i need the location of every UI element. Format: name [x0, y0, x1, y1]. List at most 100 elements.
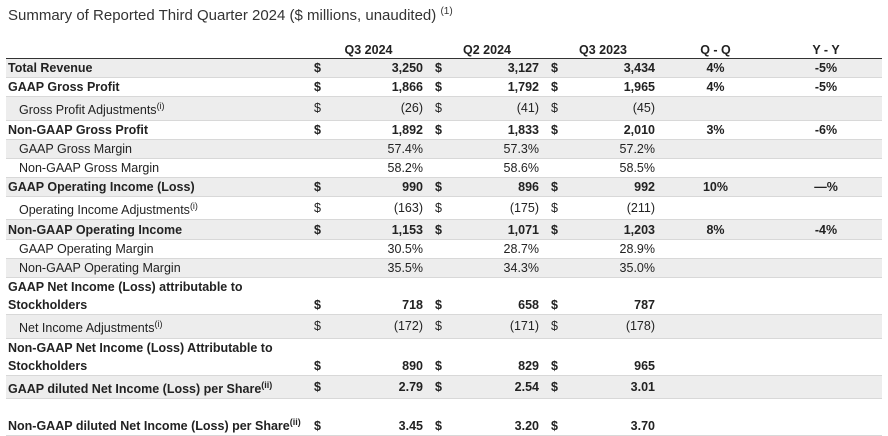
row-label-text: Non-GAAP Gross Margin [19, 161, 160, 175]
row-label: Non-GAAP Gross Profit [6, 120, 308, 140]
row-label: Non-GAAP Operating Margin [6, 258, 308, 279]
value-cell: 28.9% [567, 239, 661, 259]
value-cell: 35.5% [333, 258, 429, 279]
currency-symbol: $ [429, 314, 451, 339]
row-label: GAAP Operating Margin [6, 239, 308, 259]
value-cell: 30.5% [333, 239, 429, 259]
value-cell: (172) [333, 314, 429, 339]
y-y-change-cell: -5% [770, 77, 882, 98]
header-label-spacer [6, 40, 308, 59]
value-cell: 1,071 [451, 219, 545, 240]
currency-symbol [308, 258, 333, 279]
value-cell: 58.5% [567, 158, 661, 179]
q-q-change-cell [661, 258, 770, 279]
value-cell: 3,434 [567, 58, 661, 79]
value-cell: 990 [333, 177, 429, 198]
value-cell: 1,792 [451, 77, 545, 98]
row-footnote: (ii) [261, 379, 273, 390]
row-footnote: (i) [189, 201, 198, 212]
y-y-change-cell: -6% [770, 120, 882, 140]
value-cell: (41) [451, 96, 545, 121]
table-row: GAAP Gross Profit $1,866 $1,792 $1,965 4% -5% [6, 77, 882, 98]
value-cell: (178) [567, 314, 661, 339]
value-cell: 965 [567, 338, 661, 376]
y-y-change-cell [770, 277, 882, 316]
y-y-change-cell [770, 96, 882, 121]
q-q-change-cell [661, 277, 770, 316]
currency-symbol: $ [429, 398, 451, 436]
value-cell: 1,965 [567, 77, 661, 98]
value-cell: 58.6% [451, 158, 545, 179]
table-row: Gross Profit Adjustments(i) $ (26) $ (41) $ (4… [6, 96, 882, 121]
q-q-change-cell [661, 196, 770, 221]
currency-symbol: $ [308, 314, 333, 339]
y-y-change-cell: -5% [770, 58, 882, 79]
currency-symbol: $ [308, 338, 333, 376]
currency-symbol: $ [429, 77, 451, 98]
q-q-change-cell [661, 398, 770, 436]
currency-symbol: $ [545, 58, 567, 79]
row-label: GAAP Net Income (Loss) attributable to S… [6, 277, 308, 316]
value-cell: 3.45 [333, 398, 429, 436]
title-text: Summary of Reported Third Quarter 2024 (… [8, 7, 437, 24]
currency-symbol: $ [545, 120, 567, 140]
q-q-change-cell [661, 314, 770, 339]
currency-symbol: $ [308, 375, 333, 400]
table-row: Non-GAAP Operating Income $1,153 $1,071 $1,… [6, 219, 882, 240]
q-q-change-cell [661, 96, 770, 121]
table-row: Non-GAAP Operating Margin 35.5% 34.3% 35.0% [6, 258, 882, 279]
row-label-text: GAAP Net Income (Loss) attributable to S… [8, 280, 243, 313]
currency-symbol: $ [545, 177, 567, 198]
column-header-y-y: Y - Y [770, 40, 882, 59]
row-label: Net Income Adjustments(i) [6, 314, 308, 339]
page-title: Summary of Reported Third Quarter 2024 (… [8, 6, 453, 24]
value-cell: 57.3% [451, 139, 545, 159]
value-cell: 28.7% [451, 239, 545, 259]
currency-symbol [429, 258, 451, 279]
currency-symbol: $ [545, 314, 567, 339]
value-cell: 57.4% [333, 139, 429, 159]
column-header-q2-2024: Q2 2024 [429, 40, 545, 59]
currency-symbol: $ [308, 398, 333, 436]
q-q-change-cell: 10% [661, 177, 770, 198]
currency-symbol [545, 139, 567, 159]
currency-symbol: $ [429, 219, 451, 240]
value-cell: 3,250 [333, 58, 429, 79]
summary-table: Q3 2024 Q2 2024 Q3 2023 Q - Q Y - Y Tota… [6, 40, 882, 436]
table-row: Non-GAAP Gross Profit $1,892 $1,833 $2,010 3… [6, 120, 882, 140]
value-cell: 787 [567, 277, 661, 316]
value-cell: 2.54 [451, 375, 545, 400]
q-q-change-cell: 4% [661, 77, 770, 98]
currency-symbol: $ [545, 277, 567, 316]
currency-symbol [545, 158, 567, 179]
header-row: Q3 2024 Q2 2024 Q3 2023 Q - Q Y - Y [6, 40, 882, 59]
value-cell: 896 [451, 177, 545, 198]
q-q-change-cell [661, 338, 770, 376]
row-label-text: Total Revenue [8, 61, 93, 76]
value-cell: 57.2% [567, 139, 661, 159]
value-cell: (211) [567, 196, 661, 221]
q-q-change-cell [661, 158, 770, 179]
row-footnote: (i) [154, 319, 163, 330]
row-label: GAAP Gross Margin [6, 139, 308, 159]
value-cell: 1,866 [333, 77, 429, 98]
y-y-change-cell [770, 338, 882, 376]
row-label-text: Non-GAAP Gross Profit [8, 122, 149, 137]
value-cell: 35.0% [567, 258, 661, 279]
currency-symbol: $ [308, 196, 333, 221]
currency-symbol: $ [308, 177, 333, 198]
currency-symbol: $ [308, 120, 333, 140]
table-row: Total Revenue $3,250 $3,127 $3,434 4% -5% [6, 58, 882, 79]
value-cell: 3.20 [451, 398, 545, 436]
value-cell: (175) [451, 196, 545, 221]
currency-symbol [308, 139, 333, 159]
currency-symbol: $ [308, 277, 333, 316]
table-row: Non-GAAP Gross Margin 58.2% 58.6% 58.5% [6, 158, 882, 179]
value-cell: 829 [451, 338, 545, 376]
column-header-q3-2023: Q3 2023 [545, 40, 661, 59]
y-y-change-cell [770, 158, 882, 179]
currency-symbol [429, 139, 451, 159]
value-cell: 1,153 [333, 219, 429, 240]
row-label: GAAP diluted Net Income (Loss) per Share… [6, 375, 308, 400]
y-y-change-cell [770, 398, 882, 436]
